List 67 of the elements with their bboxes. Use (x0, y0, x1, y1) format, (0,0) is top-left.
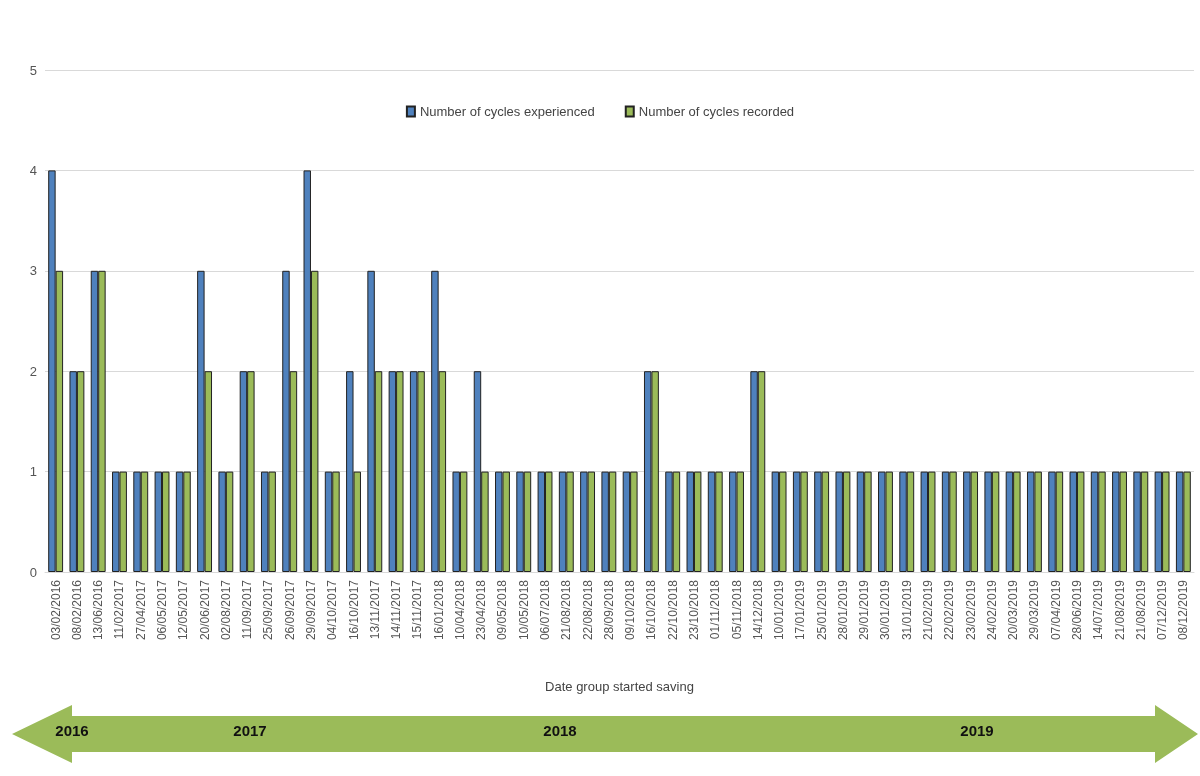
x-tick-label: 10/05/2018 (516, 579, 531, 641)
x-tick-label: 13/06/2016 (91, 579, 106, 641)
x-tick-label: 21/08/2019 (1133, 579, 1148, 641)
x-axis-title: Date group started saving (545, 679, 694, 694)
x-tick-label: 17/01/2019 (793, 579, 808, 641)
x-tick-label: 16/01/2018 (431, 579, 446, 641)
x-tick-label: 01/11/2018 (708, 579, 723, 640)
x-tick-label: 29/03/2019 (1027, 579, 1042, 641)
x-tick-label: 03/02/2016 (48, 579, 63, 641)
x-tick-label: 22/10/2018 (665, 579, 680, 641)
x-tick-label: 14/11/2017 (389, 579, 404, 640)
x-tick-label: 21/08/2018 (559, 579, 574, 641)
x-tick-label: 27/04/2017 (133, 579, 148, 641)
text: 2018 (543, 722, 577, 739)
x-tick-label: 28/09/2018 (601, 579, 616, 641)
x-tick-label: 08/12/2019 (1176, 579, 1191, 641)
x-tick-label: 23/04/2018 (474, 579, 489, 641)
x-tick-label: 28/01/2019 (835, 579, 850, 641)
x-tick-label: 20/06/2017 (197, 579, 212, 641)
x-tick-label: 10/04/2018 (452, 579, 467, 641)
legend-label: Number of cycles recorded (638, 104, 795, 119)
x-tick-label: 25/09/2017 (261, 579, 276, 641)
x-tick-label: 14/12/2018 (750, 579, 765, 641)
x-tick-label: 30/01/2019 (878, 579, 893, 641)
x-tick-label: 16/10/2018 (644, 579, 659, 641)
x-tick-label: 29/09/2017 (303, 579, 318, 641)
text: 2016 (55, 722, 89, 739)
x-tick-label: 10/01/2019 (772, 579, 787, 641)
x-tick-label: 05/11/2018 (729, 579, 744, 640)
x-tick-label: 06/05/2017 (155, 579, 170, 641)
x-tick-label: 12/05/2017 (176, 579, 191, 641)
x-tick-label: 11/09/2017 (240, 579, 255, 640)
x-tick-label: 28/06/2019 (1069, 579, 1084, 641)
x-tick-label: 31/01/2019 (899, 579, 914, 641)
y-tick-label: 5 (29, 62, 37, 78)
x-tick-label: 09/10/2018 (623, 579, 638, 641)
y-tick-label: 4 (29, 162, 37, 178)
y-tick-label: 2 (29, 363, 37, 379)
y-tick-label: 0 (29, 564, 37, 580)
x-tick-label: 02/08/2017 (218, 579, 233, 641)
x-tick-label: 20/03/2019 (1006, 579, 1021, 641)
x-tick-label: 07/12/2019 (1155, 579, 1170, 641)
x-tick-label: 11/02/2017 (112, 579, 127, 640)
x-tick-label: 15/11/2017 (410, 579, 425, 640)
text: 2017 (233, 722, 267, 739)
x-tick-label: 09/05/2018 (495, 579, 510, 641)
x-tick-label: 16/10/2017 (346, 579, 361, 641)
y-tick-label: 3 (29, 263, 37, 279)
x-tick-label: 06/07/2018 (538, 579, 553, 641)
text: 2019 (960, 722, 994, 739)
x-tick-label: 21/08/2019 (1112, 579, 1127, 641)
x-tick-label: 26/09/2017 (282, 579, 297, 641)
x-tick-label: 04/10/2017 (325, 579, 340, 641)
x-tick-label: 23/10/2018 (686, 579, 701, 641)
y-tick-label: 1 (29, 464, 37, 480)
x-tick-label: 14/07/2019 (1091, 579, 1106, 641)
x-tick-label: 24/02/2019 (984, 579, 999, 641)
x-tick-label: 08/02/2016 (69, 579, 84, 641)
x-tick-label: 13/11/2017 (367, 579, 382, 640)
x-tick-label: 22/08/2018 (580, 579, 595, 641)
legend-label: Number of cycles experienced (419, 104, 595, 119)
x-tick-label: 21/02/2019 (921, 579, 936, 641)
x-tick-label: 29/01/2019 (857, 579, 872, 641)
x-tick-label: 23/02/2019 (963, 579, 978, 641)
x-tick-label: 25/01/2019 (814, 579, 829, 641)
x-tick-label: 22/02/2019 (942, 579, 957, 641)
x-tick-label: 07/04/2019 (1048, 579, 1063, 641)
